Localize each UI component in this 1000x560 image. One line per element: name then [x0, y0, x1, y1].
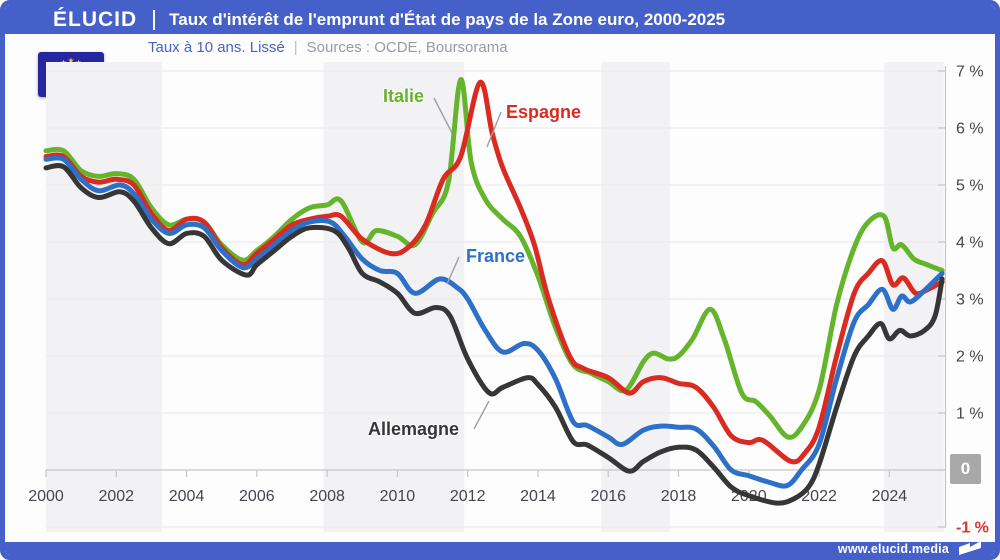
- y-tick-label: 6 %: [956, 121, 984, 138]
- series-line-allemagne: [43, 163, 945, 506]
- series-label-italie: Italie: [383, 86, 425, 106]
- zero-axis-badge: 0: [950, 454, 981, 484]
- x-tick-label: 2022: [801, 488, 837, 505]
- x-tick-label: 2006: [239, 488, 275, 505]
- x-tick-label: 2004: [169, 488, 205, 505]
- y-tick-label: 5 %: [956, 178, 984, 195]
- y-tick-label: 2 %: [956, 349, 984, 366]
- y-tick-label: 7 %: [956, 64, 984, 81]
- callout-line: [486, 111, 502, 148]
- footer-bar: www.elucid.media: [5, 542, 995, 555]
- subtitle-bar: Taux à 10 ans. Lissé | Sources : OCDE, B…: [5, 34, 995, 60]
- svg-text:★: ★: [68, 56, 75, 65]
- series-line-france: [43, 155, 945, 489]
- x-tick-label: 2024: [872, 488, 908, 505]
- x-tick-label: 2014: [520, 488, 556, 505]
- callout-line: [433, 97, 453, 134]
- series-line-espagne: [43, 79, 945, 465]
- website-url[interactable]: www.elucid.media: [837, 541, 949, 556]
- x-tick-label: 2008: [309, 488, 345, 505]
- header-bar: ÉLUCID Taux d'intérêt de l'emprunt d'Éta…: [5, 5, 995, 34]
- shaded-band: [323, 62, 465, 532]
- callout-line: [446, 256, 460, 285]
- x-tick-label: 2016: [590, 488, 626, 505]
- x-tick-label: 2018: [661, 488, 697, 505]
- x-tick-label: 2010: [380, 488, 416, 505]
- subtitle-separator: |: [293, 38, 298, 56]
- x-tick-label: 2012: [450, 488, 486, 505]
- sources-text: Sources : OCDE, Boursorama: [306, 38, 508, 56]
- x-tick-label: 2002: [98, 488, 134, 505]
- y-tick-label: 4 %: [956, 235, 984, 252]
- elucid-logo: ÉLUCID: [53, 7, 138, 31]
- y-tick-label: 3 %: [956, 292, 984, 309]
- chart-subtitle: Taux à 10 ans. Lissé: [148, 38, 285, 56]
- series-label-allemagne: Allemagne: [368, 419, 460, 439]
- y-tick-label: -1 %: [956, 520, 989, 537]
- callout-line: [473, 400, 490, 430]
- page-title: Taux d'intérêt de l'emprunt d'État de pa…: [169, 9, 726, 29]
- x-tick-label: 2000: [28, 488, 64, 505]
- elucid-flag-icon: [959, 541, 981, 555]
- shaded-band: [46, 62, 162, 532]
- y-tick-label: 1 %: [956, 406, 984, 423]
- header-divider: [153, 9, 156, 30]
- series-label-france: France: [466, 246, 526, 266]
- series-label-espagne: Espagne: [506, 102, 582, 122]
